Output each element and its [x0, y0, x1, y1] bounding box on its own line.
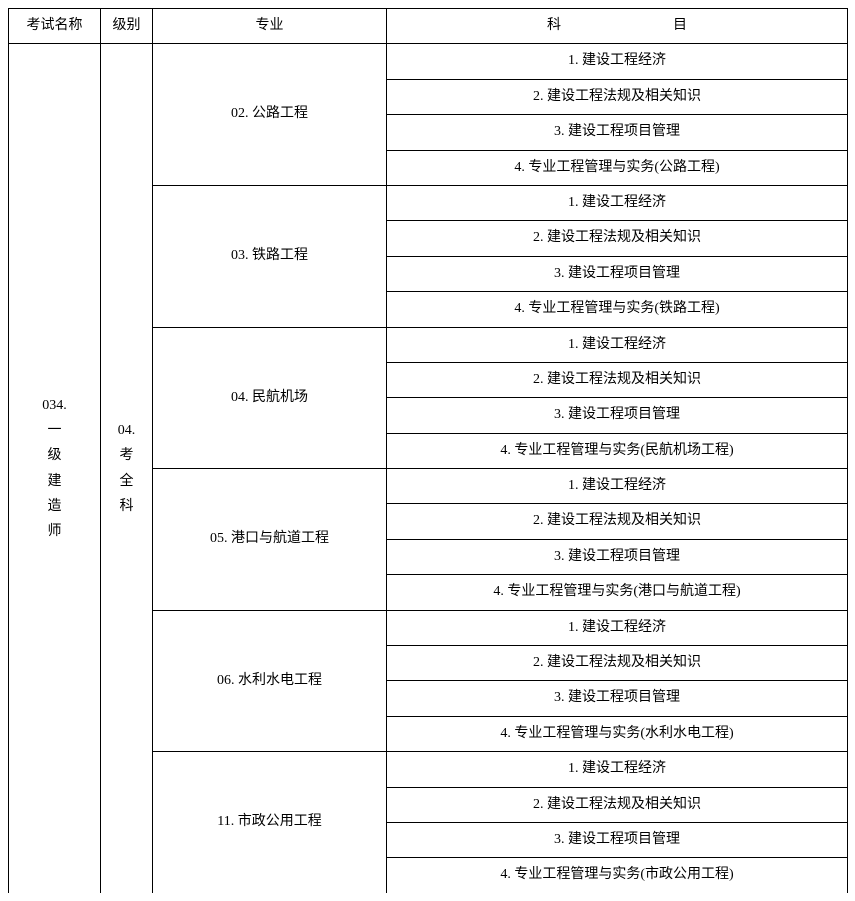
- header-specialty: 专业: [153, 9, 387, 44]
- table-header-row: 考试名称 级别 专业 科 目: [9, 9, 848, 44]
- exam-table: 考试名称 级别 专业 科 目 034.一级建造师04.考全科02. 公路工程1.…: [8, 8, 848, 893]
- specialty-cell: 04. 民航机场: [153, 327, 387, 469]
- subject-cell: 3. 建设工程项目管理: [387, 398, 848, 433]
- subject-cell: 4. 专业工程管理与实务(市政公用工程): [387, 858, 848, 893]
- subject-cell: 4. 专业工程管理与实务(公路工程): [387, 150, 848, 185]
- exam-name-cell: 034.一级建造师: [9, 44, 101, 893]
- subject-cell: 4. 专业工程管理与实务(民航机场工程): [387, 433, 848, 468]
- header-exam-name: 考试名称: [9, 9, 101, 44]
- subject-cell: 1. 建设工程经济: [387, 185, 848, 220]
- subject-cell: 2. 建设工程法规及相关知识: [387, 79, 848, 114]
- table-body: 034.一级建造师04.考全科02. 公路工程1. 建设工程经济2. 建设工程法…: [9, 44, 848, 893]
- table-row: 034.一级建造师04.考全科02. 公路工程1. 建设工程经济: [9, 44, 848, 79]
- specialty-cell: 06. 水利水电工程: [153, 610, 387, 752]
- subject-cell: 3. 建设工程项目管理: [387, 115, 848, 150]
- subject-cell: 4. 专业工程管理与实务(铁路工程): [387, 292, 848, 327]
- subject-cell: 3. 建设工程项目管理: [387, 822, 848, 857]
- subject-cell: 4. 专业工程管理与实务(水利水电工程): [387, 716, 848, 751]
- subject-cell: 1. 建设工程经济: [387, 469, 848, 504]
- subject-cell: 1. 建设工程经济: [387, 44, 848, 79]
- specialty-cell: 02. 公路工程: [153, 44, 387, 186]
- subject-cell: 3. 建设工程项目管理: [387, 256, 848, 291]
- specialty-cell: 03. 铁路工程: [153, 185, 387, 327]
- subject-cell: 4. 专业工程管理与实务(港口与航道工程): [387, 575, 848, 610]
- subject-cell: 2. 建设工程法规及相关知识: [387, 362, 848, 397]
- level-cell: 04.考全科: [101, 44, 153, 893]
- specialty-cell: 11. 市政公用工程: [153, 752, 387, 893]
- subject-cell: 1. 建设工程经济: [387, 327, 848, 362]
- subject-cell: 1. 建设工程经济: [387, 752, 848, 787]
- subject-cell: 2. 建设工程法规及相关知识: [387, 221, 848, 256]
- subject-cell: 3. 建设工程项目管理: [387, 539, 848, 574]
- specialty-cell: 05. 港口与航道工程: [153, 469, 387, 611]
- subject-cell: 2. 建设工程法规及相关知识: [387, 504, 848, 539]
- subject-cell: 2. 建设工程法规及相关知识: [387, 787, 848, 822]
- header-level: 级别: [101, 9, 153, 44]
- subject-cell: 3. 建设工程项目管理: [387, 681, 848, 716]
- header-subject: 科 目: [387, 9, 848, 44]
- subject-cell: 1. 建设工程经济: [387, 610, 848, 645]
- subject-cell: 2. 建设工程法规及相关知识: [387, 646, 848, 681]
